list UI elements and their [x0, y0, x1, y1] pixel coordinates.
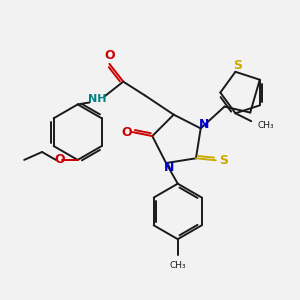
Text: NH: NH: [88, 94, 107, 104]
Text: O: O: [55, 153, 65, 167]
Text: N: N: [164, 160, 174, 173]
Text: CH₃: CH₃: [169, 261, 186, 270]
Text: S: S: [233, 59, 242, 72]
Text: CH₃: CH₃: [257, 121, 274, 130]
Text: N: N: [199, 118, 209, 131]
Text: O: O: [104, 50, 115, 62]
Text: S: S: [219, 154, 228, 167]
Text: O: O: [121, 126, 132, 139]
